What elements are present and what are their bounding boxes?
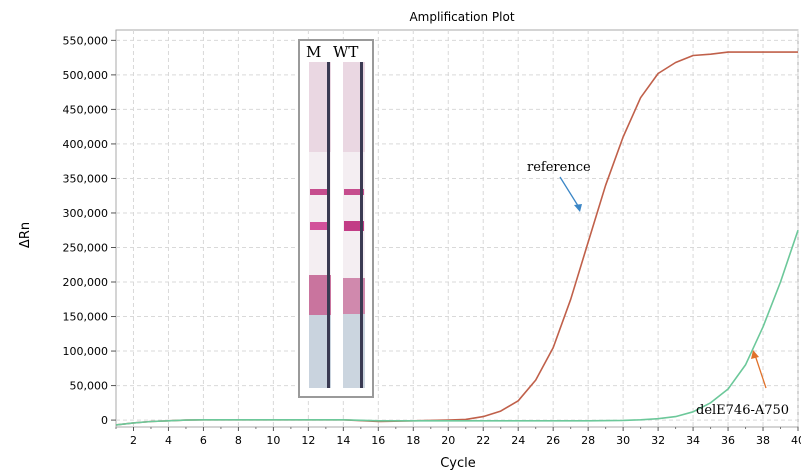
strip-m-sample-pad <box>309 275 331 315</box>
y-tick-label: 250,000 <box>63 241 109 254</box>
strip-m-bottom <box>309 315 331 388</box>
x-tick-label: 12 <box>301 434 315 447</box>
inset-label-wt: WT <box>333 43 358 61</box>
x-tick-label: 40 <box>791 434 801 447</box>
strip-wt-edge <box>360 62 363 388</box>
x-tick-label: 18 <box>406 434 420 447</box>
strip-m-edge <box>327 62 330 388</box>
strip-wt-pad-top <box>343 62 365 152</box>
y-tick-label: 400,000 <box>63 138 109 151</box>
mutant-arrow <box>754 354 767 389</box>
x-tick-label: 24 <box>511 434 525 447</box>
mutant-annotation: delE746-A750 <box>696 403 789 418</box>
series-lines <box>115 51 799 426</box>
x-tick-label: 26 <box>546 434 560 447</box>
plot-area <box>115 29 799 428</box>
strip-wt-control-line <box>344 189 364 195</box>
strip-wt-bottom <box>343 314 365 388</box>
strip-wt-sample-pad <box>343 278 365 314</box>
x-tick-label: 20 <box>441 434 455 447</box>
x-tick-label: 4 <box>165 434 172 447</box>
y-tick-label: 350,000 <box>63 172 109 185</box>
strip-m-pad-top <box>309 62 331 152</box>
y-tick-label: 500,000 <box>63 69 109 82</box>
series-line-dele746-a750 <box>115 229 799 426</box>
x-axis-title: Cycle <box>440 456 476 471</box>
x-tick-label: 6 <box>200 434 207 447</box>
x-tick-label: 14 <box>336 434 350 447</box>
inset-label-m: M <box>306 43 321 61</box>
x-axis-ticks: 246810121416182022242628303234363840 <box>115 427 801 447</box>
reference-annotation: reference <box>527 160 591 175</box>
x-tick-label: 28 <box>581 434 595 447</box>
y-tick-label: 150,000 <box>63 311 109 324</box>
y-axis-ticks: 0 50,000 100,000 150,000 200,000 250,000 300,0… <box>63 34 116 427</box>
x-tick-label: 16 <box>371 434 385 447</box>
reference-arrowhead <box>574 204 582 212</box>
x-tick-label: 34 <box>686 434 700 447</box>
x-tick-label: 10 <box>266 434 280 447</box>
x-tick-label: 32 <box>651 434 665 447</box>
y-tick-label: 200,000 <box>63 276 109 289</box>
y-tick-label: 450,000 <box>63 103 109 116</box>
y-tick-label: 550,000 <box>63 34 109 47</box>
y-tick-label: 0 <box>101 414 108 427</box>
x-tick-label: 22 <box>476 434 490 447</box>
x-tick-label: 8 <box>235 434 242 447</box>
strip-m-control-line <box>310 189 330 195</box>
x-tick-label: 38 <box>756 434 770 447</box>
strip-wt-test-line <box>344 221 364 231</box>
x-tick-label: 30 <box>616 434 630 447</box>
reference-arrow <box>559 176 581 210</box>
y-tick-label: 100,000 <box>63 345 109 358</box>
plot-border <box>115 29 799 428</box>
mutant-arrowhead <box>751 350 759 359</box>
y-tick-label: 50,000 <box>70 380 109 393</box>
chart-title: Amplification Plot <box>409 10 514 24</box>
x-tick-label: 36 <box>721 434 735 447</box>
x-tick-label: 2 <box>130 434 137 447</box>
lateral-flow-strip-inset: M WT <box>298 39 374 398</box>
y-tick-label: 300,000 <box>63 207 109 220</box>
y-axis-title: ΔRn <box>18 222 33 248</box>
strip-m-test-line <box>310 222 330 230</box>
